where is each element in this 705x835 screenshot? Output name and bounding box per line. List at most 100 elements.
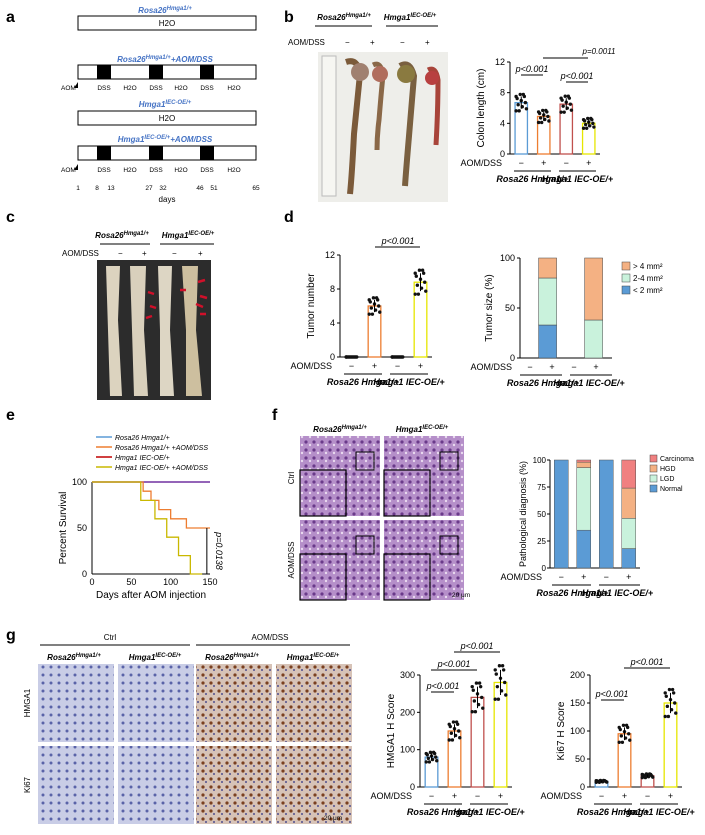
g1-point [504,693,508,697]
f-group-hmga: Hmga1 IEC-OE/+ [582,588,654,598]
e-xtick-label: 0 [89,577,94,587]
f-legend-label: Normal [660,486,683,493]
b-point [523,100,528,105]
f-sign: − [559,572,564,582]
g1-p1: p<0.001 [426,681,460,691]
f-ytick-label: 0 [542,564,547,573]
chart-d-number: 0 4 8 12 Tumor number − + − + AOM/DSS Rosa26 Hmga1… [290,236,445,387]
g2-group-hmga: Hmga1 IEC-OE/+ [623,807,695,817]
b-point [539,120,544,125]
g1-ytick-label: 100 [400,745,415,755]
g2-point [627,732,631,736]
g1-ytick-label: 0 [410,782,415,792]
g1-point [426,756,431,761]
panel-label-b: b [284,9,294,26]
f-bar-segment [621,518,636,549]
g2-point [674,711,678,715]
g2-point [647,772,652,776]
svg-text:Hmga1IEC-OE/+: Hmga1IEC-OE/+ [287,653,340,662]
f-bar-segment [599,459,614,569]
b-point [561,104,565,108]
d2-bar-segment [538,277,557,326]
svg-text:65: 65 [252,185,260,192]
svg-text:Hmga1IEC-OE/+: Hmga1IEC-OE/+ [384,13,437,22]
g1-ytick-label: 200 [400,707,415,717]
svg-text:DSS: DSS [200,85,214,92]
g2-point [624,723,629,727]
b-group-rosa: Rosa26 Hmga1/+ [496,174,569,184]
g2-point [617,740,621,745]
panel-label-g: g [6,627,16,644]
d2-ytick-label: 50 [505,303,515,313]
g2-point [597,780,602,784]
b-point [569,108,574,112]
d1-point [393,355,398,359]
svg-text:20 μm: 20 μm [324,815,342,822]
b-sign: − [564,158,569,168]
g2-ytick-label: 50 [575,754,585,764]
f-bar-segment [576,459,591,463]
e-legend-label: Hmga1 IEC-OE/+ [115,455,170,462]
d1-point [369,306,374,310]
b-point [592,125,596,129]
g1-point [493,697,497,701]
g1-point [470,684,474,689]
g2-point [666,714,671,719]
g1-point [427,760,432,764]
g2-point [643,775,648,780]
d2-aomdss-label: AOM/DSS [470,362,512,372]
b-group-hmga: Hmga1 IEC-OE/+ [542,174,614,184]
svg-text:Rosa26Hmga1/++AOM/DSS: Rosa26Hmga1/++AOM/DSS [117,55,213,64]
panel-label-a: a [6,9,15,26]
b-point [518,92,522,97]
svg-text:Hmga1IEC-OE/+: Hmga1IEC-OE/+ [129,653,182,662]
b-point [589,116,593,121]
d1-aomdss-label: AOM/DSS [290,361,332,371]
e-line-rosa-aomdss [92,481,210,529]
e-legend-label: Rosa26 Hmga1/+ [115,435,170,442]
g1-sign: + [452,791,457,801]
d1-point [401,355,405,359]
b-point [566,94,571,98]
g1-group-hmga: Hmga1 IEC-OE/+ [453,807,525,817]
d1-point [351,355,356,359]
d2-legend-label: < 2 mm² [633,286,663,295]
g1-p2: p<0.001 [437,659,471,669]
g1-point [503,680,507,685]
f-sign: − [604,572,609,582]
svg-text:Rosa26Hmga1/+: Rosa26Hmga1/+ [47,653,101,662]
f-bar-segment [621,459,636,489]
svg-text:H2O: H2O [174,85,187,92]
b-point [546,114,550,119]
d2-ytick-label: 100 [500,253,515,263]
g1-ylabel: HMGA1 H Score [386,693,397,768]
d1-group-hmga: Hmga1 IEC-OE/+ [373,377,445,387]
b-point [568,102,573,106]
f-legend-swatch [649,474,658,483]
d2-legend-label: > 4 mm² [633,262,663,271]
f-legend-swatch [649,464,658,473]
f-ytick-label: 75 [537,483,546,492]
g1-point [431,750,436,755]
g1-point [473,710,478,714]
b-point [559,96,563,100]
d1-point [367,312,371,316]
g1-point [457,729,461,733]
svg-text:Rosa26Hmga1/+: Rosa26Hmga1/+ [95,231,149,240]
chart-g-ki67: 0 50 100 150 200 Ki67 H Score − + − + AOM/DSS Rosa2… [540,657,695,817]
d1-ylabel: Tumor number [306,273,317,339]
d2-bar-segment [584,257,603,321]
g1-point [450,738,455,742]
g1-aomdss-label: AOM/DSS [370,791,412,801]
b-point [563,94,567,98]
b-point [581,117,586,122]
d1-point [414,274,418,278]
svg-text:+: + [142,249,147,258]
d1-point [370,312,375,316]
d1-point [424,289,428,293]
d1-point [367,298,371,302]
b-point [544,108,548,113]
b-ytick-label: 4 [500,118,505,128]
g2-group-rosa: Rosa26 Hmga1/+ [577,807,650,817]
